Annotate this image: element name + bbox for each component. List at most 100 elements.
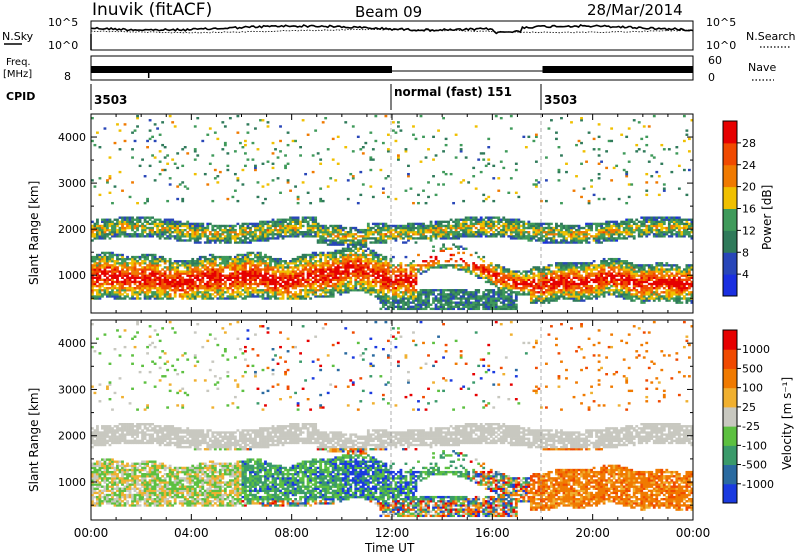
- power-cell: [281, 226, 285, 230]
- power-cell: [233, 274, 237, 277]
- power-cell: [447, 237, 450, 240]
- power-cell: [156, 276, 160, 279]
- power-cell: [259, 274, 262, 277]
- power-cell: [492, 289, 496, 292]
- power-cell: [502, 284, 506, 288]
- power-cell: [284, 164, 287, 168]
- power-cell: [361, 260, 365, 263]
- power-cell: [555, 226, 558, 230]
- power-cell: [514, 222, 518, 226]
- power-cell: [148, 276, 152, 279]
- power-cell: [439, 291, 443, 294]
- power-cell: [256, 276, 260, 279]
- power-cell: [296, 297, 300, 300]
- power-cell: [412, 264, 415, 267]
- power-cell: [462, 260, 466, 263]
- power-cell: [527, 226, 531, 230]
- power-cell: [116, 278, 119, 282]
- power-cell: [452, 289, 456, 292]
- power-cell: [369, 241, 373, 244]
- power-cell: [121, 231, 124, 234]
- power-cell: [218, 297, 222, 300]
- power-cell: [188, 272, 192, 275]
- power-cell: [346, 286, 350, 290]
- power-cell: [324, 253, 328, 257]
- power-cell: [141, 274, 144, 277]
- power-cell: [218, 228, 222, 232]
- power-cell: [547, 264, 551, 267]
- power-cell: [379, 301, 383, 304]
- power-cell: [306, 222, 310, 226]
- power-cell: [514, 191, 518, 194]
- power-cell: [404, 148, 408, 151]
- power-cell: [417, 295, 420, 298]
- power-cell: [264, 291, 267, 294]
- power-cell: [417, 293, 420, 296]
- power-cell: [499, 116, 503, 120]
- power-cell: [562, 278, 566, 282]
- power-cell: [427, 291, 430, 294]
- power-cell: [507, 284, 511, 288]
- power-cell: [334, 282, 338, 286]
- power-cell: [183, 266, 187, 269]
- power-cell: [163, 282, 167, 286]
- power-cell: [221, 257, 225, 261]
- power-cell: [359, 245, 363, 248]
- power-cell: [502, 307, 506, 311]
- power-cell: [146, 293, 149, 296]
- power-cell: [412, 286, 415, 290]
- power-cell: [299, 272, 302, 275]
- power-cell: [319, 199, 323, 203]
- power-cell: [537, 276, 541, 279]
- power-cell: [276, 231, 280, 234]
- power-cell: [542, 301, 546, 304]
- power-cell: [459, 299, 463, 302]
- power-cell: [208, 233, 212, 236]
- power-cell: [254, 127, 257, 130]
- power-cell: [464, 233, 468, 236]
- power-cell: [98, 228, 102, 232]
- power-cell: [484, 303, 488, 306]
- power-cell: [279, 125, 282, 128]
- power-cell: [449, 224, 453, 228]
- power-cell: [181, 284, 185, 288]
- power-cell: [379, 291, 383, 294]
- power-cell: [244, 239, 247, 242]
- power-cell: [93, 266, 97, 269]
- power-cell: [276, 228, 280, 232]
- power-cell: [329, 268, 333, 271]
- power-cell: [414, 297, 418, 300]
- power-cell: [361, 276, 365, 279]
- power-cell: [118, 264, 122, 267]
- power-cell: [354, 243, 358, 246]
- power-cell: [512, 282, 516, 286]
- power-cell: [244, 280, 247, 284]
- power-cell: [427, 228, 430, 232]
- power-cell: [216, 137, 220, 141]
- power-cell: [507, 299, 511, 302]
- power-cell: [477, 218, 481, 221]
- power-cell: [274, 226, 277, 230]
- power-cell: [467, 295, 471, 298]
- power-cell: [168, 177, 172, 180]
- power-cell: [550, 291, 553, 294]
- power-cell: [474, 289, 478, 292]
- power-cell: [319, 282, 323, 286]
- power-cell: [259, 282, 262, 286]
- power-cell: [344, 121, 348, 124]
- power-cell: [329, 253, 333, 257]
- power-cell: [381, 262, 385, 265]
- power-cell: [309, 231, 313, 234]
- power-cell: [366, 237, 370, 240]
- power-cell: [522, 280, 526, 284]
- power-cell: [341, 284, 345, 288]
- power-cell: [208, 276, 212, 279]
- power-cell: [131, 295, 134, 298]
- power-cell: [123, 260, 127, 263]
- power-cell: [507, 270, 511, 273]
- power-cell: [389, 257, 393, 261]
- power-cell: [462, 293, 466, 296]
- power-cell: [296, 276, 300, 279]
- power-cell: [474, 231, 478, 234]
- power-cell: [213, 235, 217, 238]
